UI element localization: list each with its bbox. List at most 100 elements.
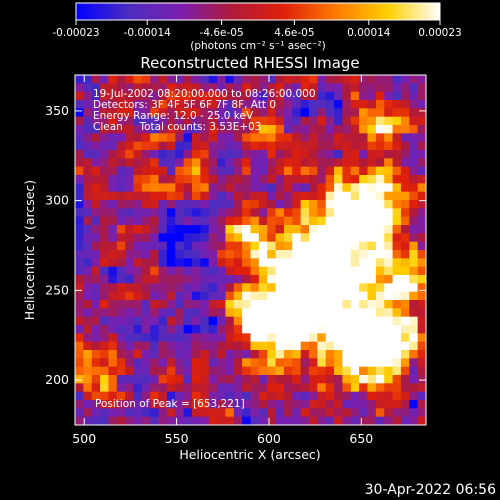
heatmap-cell	[367, 383, 377, 393]
heatmap-cell	[400, 208, 410, 218]
heatmap-cell	[225, 391, 235, 401]
heatmap-cell	[300, 408, 310, 418]
heatmap-cell	[384, 225, 394, 234]
heatmap-cell	[300, 250, 310, 259]
heatmap-cell	[300, 83, 310, 93]
heatmap-cell	[100, 275, 110, 284]
heatmap-cell	[166, 91, 176, 101]
heatmap-cell	[158, 83, 168, 93]
heatmap-cell	[267, 391, 277, 401]
heatmap-cell	[417, 208, 426, 218]
peak-position-label: Position of Peak = [653,221]	[95, 398, 245, 410]
heatmap-cell	[75, 208, 84, 218]
heatmap-cell	[275, 125, 285, 134]
x-axis-label: Heliocentric X (arcsec)	[179, 447, 320, 462]
heatmap-cell	[233, 83, 243, 93]
heatmap-cell	[125, 366, 135, 376]
heatmap-cell	[166, 366, 176, 376]
heatmap-cell	[409, 116, 419, 126]
heatmap-cell	[292, 391, 302, 401]
heatmap-cell	[367, 308, 377, 318]
heatmap-cell	[108, 208, 118, 218]
heatmap-cell	[116, 141, 126, 151]
heatmap-cell	[367, 233, 377, 243]
heatmap-cell	[400, 183, 410, 193]
heatmap-cell	[267, 283, 277, 293]
heatmap-cell	[108, 300, 118, 309]
heatmap-cell	[417, 166, 426, 176]
heatmap-cell	[200, 91, 210, 101]
heatmap-cell	[292, 283, 302, 293]
heatmap-cell	[108, 341, 118, 351]
heatmap-cell	[250, 191, 260, 201]
heatmap-cell	[91, 183, 101, 193]
heatmap-cell	[233, 366, 243, 376]
heatmap-cell	[317, 158, 327, 168]
heatmap-cell	[350, 191, 360, 201]
heatmap-cell	[116, 416, 126, 425]
heatmap-cell	[325, 366, 335, 376]
heatmap-cell	[409, 316, 419, 326]
heatmap-cell	[392, 125, 402, 134]
heatmap-cell	[183, 300, 193, 309]
heatmap-cell	[342, 141, 352, 151]
heatmap-cell	[116, 408, 126, 418]
heatmap-cell	[158, 366, 168, 376]
heatmap-cell	[175, 350, 185, 359]
heatmap-cell	[375, 200, 385, 209]
heatmap-cell	[158, 383, 168, 393]
heatmap-cell	[375, 241, 385, 251]
heatmap-cell	[83, 225, 93, 234]
heatmap-cell	[100, 408, 110, 418]
heatmap-cell	[392, 150, 402, 159]
heatmap-cell	[200, 166, 210, 176]
heatmap-cell	[233, 125, 243, 134]
heatmap-cell	[125, 150, 135, 159]
heatmap-cell	[400, 341, 410, 351]
heatmap-cell	[283, 416, 293, 425]
heatmap-cell	[83, 383, 93, 393]
heatmap-cell	[325, 308, 335, 318]
heatmap-cell	[83, 91, 93, 101]
heatmap-cell	[133, 141, 143, 151]
heatmap-cell	[258, 150, 268, 159]
heatmap-cell	[242, 183, 252, 193]
heatmap-cell	[334, 266, 344, 276]
heatmap-cell	[233, 100, 243, 109]
heatmap-cell	[141, 416, 151, 425]
heatmap-cell	[350, 291, 360, 301]
heatmap-cell	[309, 75, 318, 84]
heatmap-cell	[275, 358, 285, 368]
heatmap-cell	[108, 75, 118, 84]
heatmap-cell	[384, 341, 394, 351]
heatmap-cell	[158, 341, 168, 351]
heatmap-cell	[116, 91, 126, 101]
heatmap-cell	[158, 158, 168, 168]
heatmap-cell	[225, 408, 235, 418]
heatmap-cell	[183, 308, 193, 318]
heatmap-cell	[83, 300, 93, 309]
heatmap-cell	[217, 325, 227, 334]
heatmap-cell	[350, 341, 360, 351]
heatmap-cell	[133, 250, 143, 259]
heatmap-cell	[100, 400, 110, 409]
heatmap-cell	[116, 266, 126, 276]
heatmap-cell	[300, 283, 310, 293]
heatmap-cell	[400, 116, 410, 126]
heatmap-cell	[367, 358, 377, 368]
heatmap-cell	[141, 100, 151, 109]
heatmap-cell	[283, 175, 293, 184]
heatmap-cell	[141, 75, 151, 84]
heatmap-cell	[166, 75, 176, 84]
heatmap-cell	[300, 266, 310, 276]
heatmap-cell	[158, 125, 168, 134]
heatmap-cell	[100, 233, 110, 243]
heatmap-cell	[125, 83, 135, 93]
heatmap-cell	[375, 225, 385, 234]
heatmap-cell	[384, 150, 394, 159]
heatmap-cell	[309, 216, 318, 226]
heatmap-cell	[183, 108, 193, 118]
heatmap-cell	[200, 358, 210, 368]
heatmap-cell	[166, 208, 176, 218]
heatmap-cell	[125, 133, 135, 143]
